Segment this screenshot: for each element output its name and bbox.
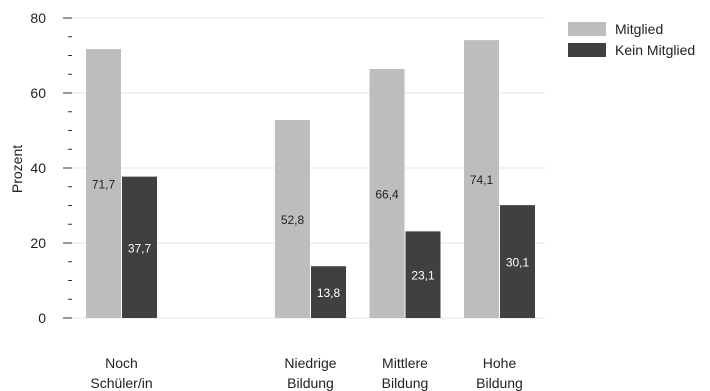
x-tick-label: Bildung	[476, 375, 523, 391]
data-label: 74,1	[470, 173, 494, 187]
y-tick-label: 20	[30, 235, 46, 251]
x-tick-label: Bildung	[382, 375, 429, 391]
data-label: 30,1	[506, 256, 530, 270]
bars: 71,7 37,7 52,8 13,8 66,4 23,1 74,1 30,1	[86, 40, 535, 318]
data-label: 37,7	[128, 241, 152, 255]
x-tick-label: Noch	[105, 355, 138, 371]
data-label: 13,8	[317, 286, 341, 300]
bar-kein-mitglied	[311, 266, 346, 318]
y-tick-label: 40	[30, 160, 46, 176]
bar-mitglied	[369, 69, 405, 318]
x-tick-label: Mittlere	[382, 355, 428, 371]
y-axis: 0 20 40 60 80	[30, 10, 72, 326]
y-axis-title: Prozent	[9, 145, 25, 193]
bar-mitglied	[86, 49, 121, 318]
x-tick-label: Hohe	[483, 355, 517, 371]
bar-mitglied	[464, 40, 499, 318]
x-tick-label: Bildung	[287, 375, 334, 391]
legend-swatch	[568, 43, 606, 57]
x-tick-label: Schüler/in	[90, 375, 152, 391]
data-label: 52,8	[281, 213, 305, 227]
legend: Mitglied Kein Mitglied	[568, 21, 695, 58]
y-tick-label: 60	[30, 85, 46, 101]
legend-label: Kein Mitglied	[615, 42, 695, 58]
y-tick-label: 80	[30, 10, 46, 26]
x-tick-label: Niedrige	[284, 355, 336, 371]
data-label: 71,7	[92, 178, 116, 192]
bar-kein-mitglied	[405, 231, 441, 318]
legend-swatch	[568, 22, 606, 36]
bar-mitglied	[275, 120, 310, 318]
data-label: 23,1	[411, 269, 435, 283]
y-tick-label: 0	[38, 310, 46, 326]
x-tick-labels: Noch Schüler/in Niedrige Bildung Mittlere Bil…	[90, 355, 522, 391]
legend-label: Mitglied	[615, 21, 663, 37]
bar-kein-mitglied	[500, 205, 535, 318]
data-label: 66,4	[375, 188, 399, 202]
bar-kein-mitglied	[122, 176, 157, 318]
